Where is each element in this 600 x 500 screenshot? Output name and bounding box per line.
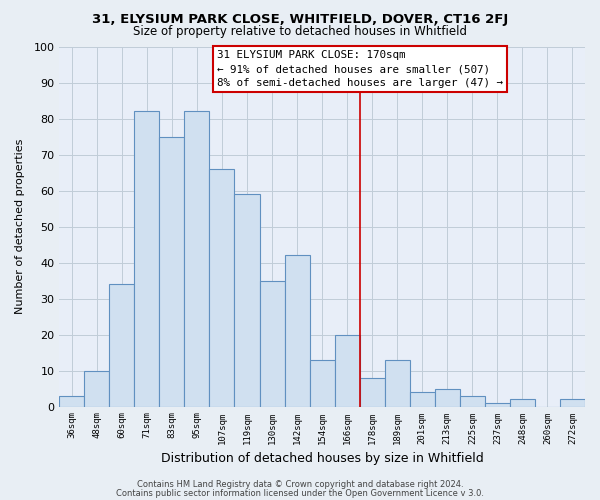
Bar [385,360,410,406]
Bar [460,396,485,406]
Bar [335,334,359,406]
Bar [560,400,585,406]
Bar [84,370,109,406]
Bar [209,169,235,406]
Bar [160,136,184,406]
Bar [510,400,535,406]
Bar [235,194,260,406]
Text: Size of property relative to detached houses in Whitfield: Size of property relative to detached ho… [133,25,467,38]
Bar [485,403,510,406]
Bar [359,378,385,406]
Text: Contains public sector information licensed under the Open Government Licence v : Contains public sector information licen… [116,488,484,498]
Text: 31 ELYSIUM PARK CLOSE: 170sqm
← 91% of detached houses are smaller (507)
8% of s: 31 ELYSIUM PARK CLOSE: 170sqm ← 91% of d… [217,50,503,88]
Bar [134,112,160,406]
Y-axis label: Number of detached properties: Number of detached properties [15,139,25,314]
Bar [435,388,460,406]
Text: 31, ELYSIUM PARK CLOSE, WHITFIELD, DOVER, CT16 2FJ: 31, ELYSIUM PARK CLOSE, WHITFIELD, DOVER… [92,12,508,26]
Bar [260,280,284,406]
Bar [184,112,209,406]
Bar [59,396,84,406]
Bar [410,392,435,406]
Bar [310,360,335,406]
Bar [284,256,310,406]
X-axis label: Distribution of detached houses by size in Whitfield: Distribution of detached houses by size … [161,452,484,465]
Bar [109,284,134,406]
Text: Contains HM Land Registry data © Crown copyright and database right 2024.: Contains HM Land Registry data © Crown c… [137,480,463,489]
